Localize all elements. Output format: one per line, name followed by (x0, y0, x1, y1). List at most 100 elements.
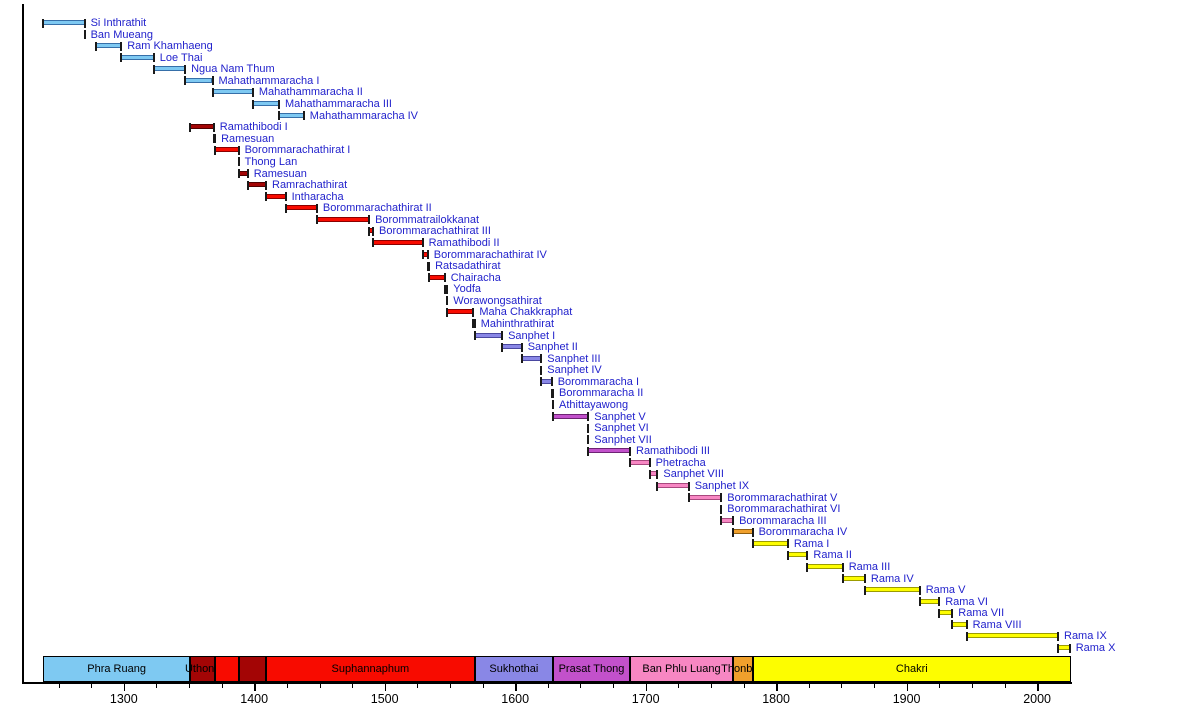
reign-start-cap (552, 400, 554, 410)
monarch-label: Rama V (925, 584, 966, 597)
reign-bar (247, 182, 266, 187)
reign-end-cap (918, 585, 921, 595)
x-axis-major-tick (1037, 684, 1039, 691)
x-axis-major-tick (123, 684, 126, 691)
monarch-label: Sanphet IV (547, 364, 602, 377)
reign-bar (474, 332, 503, 338)
x-axis-minor-tick (841, 684, 843, 688)
reign-bar (952, 621, 967, 627)
monarch-label: Loe Thai (159, 51, 203, 64)
reign-bar (842, 575, 865, 581)
monarch-label: Chairacha (450, 271, 501, 284)
x-axis-minor-tick (58, 684, 60, 688)
reign-start-cap (443, 284, 446, 294)
dynasty-band-segment (474, 656, 553, 682)
reign-start-cap (732, 527, 735, 537)
reign-end-cap (951, 608, 954, 618)
reign-start-cap (501, 342, 504, 352)
reign-start-cap (540, 365, 543, 375)
dynasty-band-segment (266, 656, 475, 682)
reign-end-cap (1068, 643, 1071, 653)
reign-bar (316, 216, 370, 222)
reign-start-cap (189, 122, 192, 132)
x-axis-minor-tick (547, 684, 549, 688)
monarch-label: Sanphet III (547, 352, 601, 365)
x-axis-minor-tick (286, 684, 288, 688)
x-axis-major-tick (906, 684, 909, 691)
x-axis-minor-tick (1004, 684, 1006, 688)
reign-bar (939, 610, 953, 616)
reign-bar (153, 66, 186, 72)
reign-end-cap (184, 64, 187, 74)
monarch-label: Ban Mueang (90, 28, 153, 41)
reign-start-cap (1057, 643, 1059, 653)
monarch-label: Rama X (1075, 642, 1116, 654)
x-axis-minor-tick (352, 684, 354, 688)
reign-end-cap (265, 180, 267, 190)
reign-end-cap (211, 76, 214, 86)
monarch-label: Borommaracha I (557, 375, 639, 388)
monarch-label: Ramathibodi I (219, 121, 288, 134)
reign-bar (553, 413, 589, 419)
reign-bar (252, 101, 279, 106)
monarch-label: Ram Khamhaeng (127, 40, 213, 53)
monarch-label: Athittayawong (559, 398, 629, 411)
reign-start-cap (552, 412, 554, 421)
reign-bar (521, 355, 542, 361)
dynasty-band-segment (238, 656, 266, 682)
x-axis-minor-tick (971, 684, 973, 688)
reign-end-cap (720, 493, 723, 502)
reign-end-cap (368, 215, 371, 225)
reign-start-cap (587, 435, 590, 445)
monarch-label: Sanphet II (527, 341, 578, 354)
monarch-label: Ramrachathirat (272, 179, 348, 191)
x-axis-tick-label: 1800 (762, 692, 790, 706)
reign-start-cap (446, 307, 449, 317)
y-axis-line (22, 4, 24, 684)
reign-start-cap (648, 469, 651, 479)
reign-bar (279, 112, 304, 118)
reign-bar (96, 43, 122, 49)
monarch-label: Rama VII (958, 607, 1005, 620)
reign-end-cap (83, 18, 86, 28)
reign-start-cap (212, 134, 215, 144)
monarch-label: Ramathibodi II (428, 236, 500, 249)
x-axis-tick-label: 1400 (240, 692, 269, 706)
reign-start-cap (315, 215, 318, 225)
reign-start-cap (540, 377, 543, 387)
reign-bar (752, 540, 788, 546)
monarch-label: Borommarachathirat II (322, 202, 432, 215)
x-axis-tick-label: 1300 (109, 692, 138, 706)
x-axis-minor-tick (939, 684, 941, 688)
monarch-label: Rama VI (945, 595, 988, 608)
reign-bar (807, 564, 843, 569)
reign-bar (185, 77, 213, 83)
reign-bar (429, 274, 445, 280)
reign-start-cap (587, 423, 590, 433)
dynasty-band-label: Uthong (184, 663, 221, 675)
monarch-label: Rama IV (870, 572, 914, 585)
reign-bar (588, 448, 631, 454)
monarch-label: Thong Lan (244, 155, 298, 168)
reign-bar (630, 459, 650, 465)
monarch-label: Borommarachathirat V (727, 491, 838, 504)
reign-end-cap (372, 226, 374, 236)
reign-end-cap (446, 284, 449, 294)
monarch-label: Yodfa (453, 283, 482, 296)
reign-end-cap (550, 377, 553, 387)
dynasty-band-label: Sukhothai (489, 663, 539, 675)
reign-end-cap (687, 481, 690, 491)
monarch-label: Sanphet VII (594, 433, 652, 446)
x-axis-minor-tick (580, 684, 582, 688)
reign-start-cap (520, 354, 523, 364)
x-axis-minor-tick (91, 684, 93, 688)
monarch-label: Mahathammaracha I (218, 74, 320, 87)
x-axis-minor-tick (221, 684, 223, 688)
x-axis-line (22, 682, 1072, 684)
monarch-label: Maha Chakkraphat (479, 306, 573, 319)
reign-end-cap (421, 238, 424, 248)
dynasty-band-label: Suphannaphum (331, 663, 410, 675)
reign-start-cap (656, 481, 659, 491)
reign-start-cap (841, 574, 844, 584)
x-axis-tick-label: 1700 (631, 692, 660, 706)
